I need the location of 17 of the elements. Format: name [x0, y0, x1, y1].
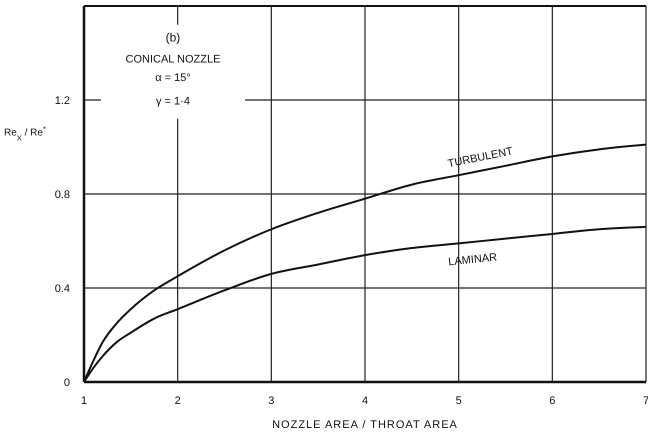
text: LAMINAR [448, 252, 498, 268]
x-tick-label: 2 [174, 395, 181, 407]
annotation: γ = 1·4 [156, 96, 190, 108]
x-tick-label: 4 [362, 395, 368, 407]
annotation: CONICAL NOZZLE [126, 53, 220, 66]
y-tick-label: 1.2 [54, 95, 70, 107]
y-tick-label: 0.4 [54, 283, 70, 295]
x-tick-label: 3 [268, 395, 274, 407]
x-axis-title: NOZZLE AREA / THROAT AREA [272, 419, 458, 431]
x-tick-label: 6 [549, 395, 556, 407]
y-tick-label: 0 [64, 377, 70, 389]
annotation: (b) [166, 30, 180, 44]
y-axis-title: Re$_{X}$ / Re$^{*}$ [4, 124, 46, 142]
x-tick-label: 5 [456, 395, 462, 407]
x-tick-label: 1 [80, 395, 88, 407]
annotation: α = 15° [155, 72, 191, 84]
y-tick-label: 0.8 [54, 189, 70, 201]
